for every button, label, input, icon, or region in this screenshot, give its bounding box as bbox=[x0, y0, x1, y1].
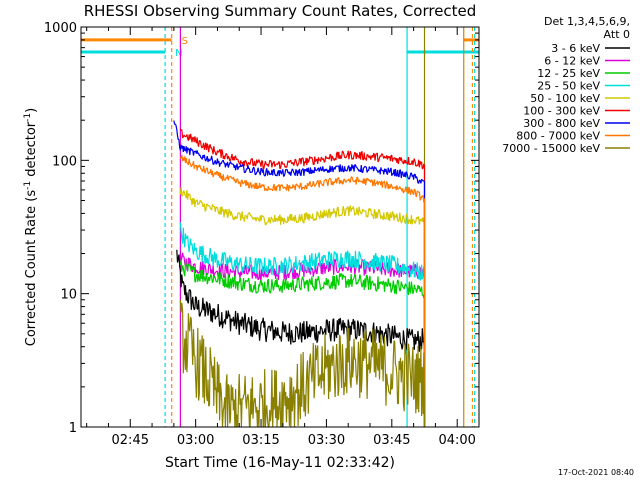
series-line-1 bbox=[179, 252, 426, 427]
x-axis-title: Start Time (16-May-11 02:33:42) bbox=[165, 455, 395, 471]
plot-frame bbox=[80, 26, 480, 428]
x-tick-label-0: 02:45 bbox=[112, 433, 149, 448]
y-axis-title: Corrected Count Rate (s-1 detector-1) bbox=[23, 108, 39, 346]
x-tick-label-2: 03:15 bbox=[242, 433, 279, 448]
legend-label-1: 6 - 12 keV bbox=[544, 55, 600, 68]
legend-label-6: 300 - 800 keV bbox=[523, 117, 600, 130]
legend-label-3: 25 - 50 keV bbox=[537, 80, 600, 93]
x-tick-label-5: 04:00 bbox=[438, 433, 475, 448]
legend-label-5: 100 - 300 keV bbox=[523, 105, 600, 118]
y-tick-label-0: 1 bbox=[69, 421, 77, 436]
flag-bars: SN bbox=[81, 36, 479, 59]
footer-timestamp: 17-Oct-2021 08:40 bbox=[558, 468, 634, 477]
y-axis-title-sup-2: -1 bbox=[23, 113, 33, 122]
y-axis: 1 10 100 1000 bbox=[44, 21, 479, 436]
series-line-4 bbox=[179, 187, 426, 427]
series-line-8 bbox=[179, 299, 426, 428]
legend-header-line-2: Att 0 bbox=[604, 28, 630, 41]
y-tick-label-1: 10 bbox=[60, 288, 77, 303]
y-axis-title-sup-1: -1 bbox=[23, 181, 33, 190]
x-tick-label-4: 03:45 bbox=[373, 433, 410, 448]
x-axis: 02:45 03:00 03:15 03:30 03:45 04:00 bbox=[86, 27, 480, 448]
chart-title: RHESSI Observing Summary Count Rates, Co… bbox=[84, 2, 477, 20]
series-line-5 bbox=[179, 128, 426, 427]
flag-label-S: S bbox=[182, 36, 188, 47]
flag-label-N: N bbox=[175, 48, 182, 59]
y-axis-title-part-2: detector bbox=[24, 121, 39, 181]
y-tick-label-2: 100 bbox=[52, 154, 77, 169]
legend-label-7: 800 - 7000 keV bbox=[516, 130, 600, 143]
legend-label-0: 3 - 6 keV bbox=[551, 42, 600, 55]
y-tick-label-3: 1000 bbox=[44, 21, 77, 36]
x-tick-label-1: 03:00 bbox=[177, 433, 214, 448]
series-line-3 bbox=[179, 222, 426, 427]
legend-label-4: 50 - 100 keV bbox=[530, 92, 600, 105]
legend-header-line-1: Det 1,3,4,5,6,9, bbox=[544, 15, 630, 28]
legend-label-8: 7000 - 15000 keV bbox=[502, 142, 600, 155]
legend-label-2: 12 - 25 keV bbox=[537, 67, 600, 80]
x-tick-label-3: 03:30 bbox=[308, 433, 345, 448]
series-line-7 bbox=[179, 154, 426, 427]
series-line-2 bbox=[179, 259, 426, 427]
y-axis-title-part-1: Corrected Count Rate (s bbox=[24, 190, 39, 347]
series-line-6 bbox=[173, 120, 426, 427]
y-axis-title-part-3: ) bbox=[24, 108, 39, 113]
series-layer bbox=[173, 120, 426, 428]
